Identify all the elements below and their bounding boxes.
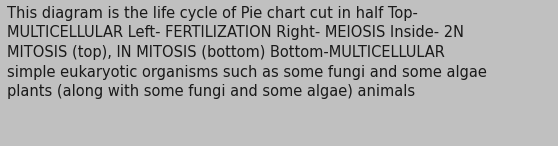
Text: This diagram is the life cycle of Pie chart cut in half Top-
MULTICELLULAR Left-: This diagram is the life cycle of Pie ch… — [7, 6, 487, 99]
